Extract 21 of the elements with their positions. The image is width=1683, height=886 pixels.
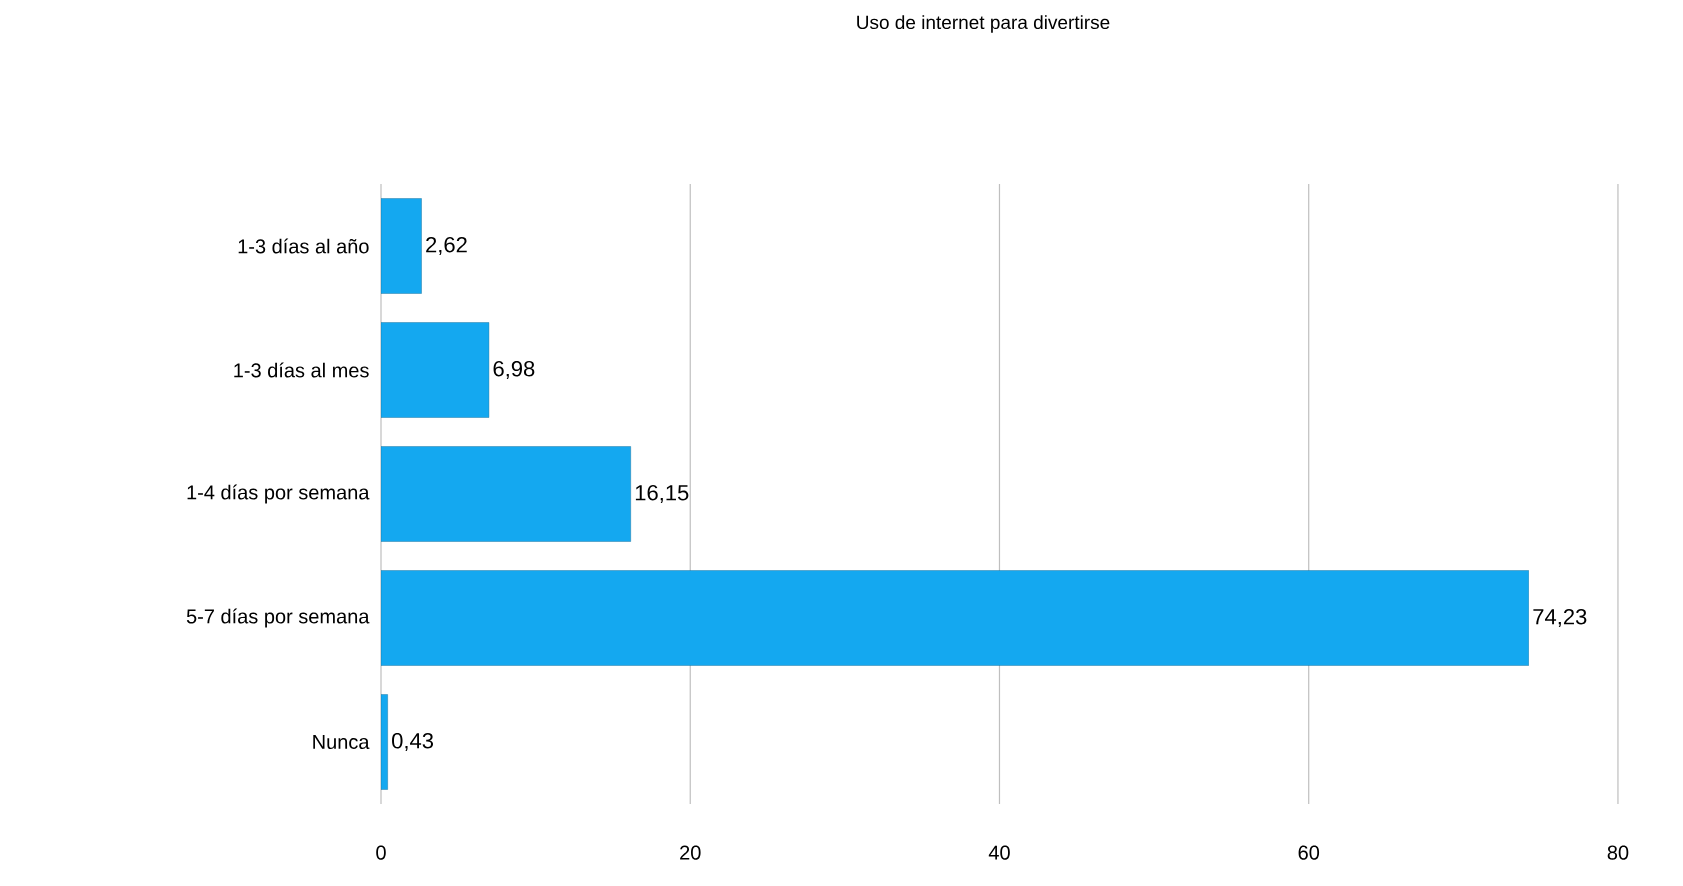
y-tick-label: 1-3 días al año <box>238 238 369 254</box>
bar <box>381 198 422 294</box>
bar <box>381 446 631 542</box>
y-tick-label: 1-4 días por semana <box>187 484 370 504</box>
y-tick-label: 5-7 días por semana <box>186 608 370 628</box>
data-label: 6,98 <box>493 360 535 380</box>
chart-title: Uso de internet para divertirse <box>857 15 1110 33</box>
bar <box>381 322 490 418</box>
x-tick-label: 60 <box>1298 845 1320 860</box>
data-label: 74,23 <box>1533 608 1587 628</box>
x-tick-label: 0 <box>376 845 386 860</box>
data-label: 2,62 <box>426 236 467 256</box>
y-tick-label: 1-3 días al mes <box>234 362 369 378</box>
x-tick-label: 20 <box>680 845 701 860</box>
data-label: 16,15 <box>635 484 689 504</box>
data-label: 0,43 <box>392 732 434 752</box>
y-tick-label: Nunca <box>313 735 370 749</box>
bar <box>381 570 1529 666</box>
bar <box>381 694 388 790</box>
x-tick-label: 80 <box>1607 845 1629 860</box>
x-tick-label: 40 <box>988 845 1010 860</box>
